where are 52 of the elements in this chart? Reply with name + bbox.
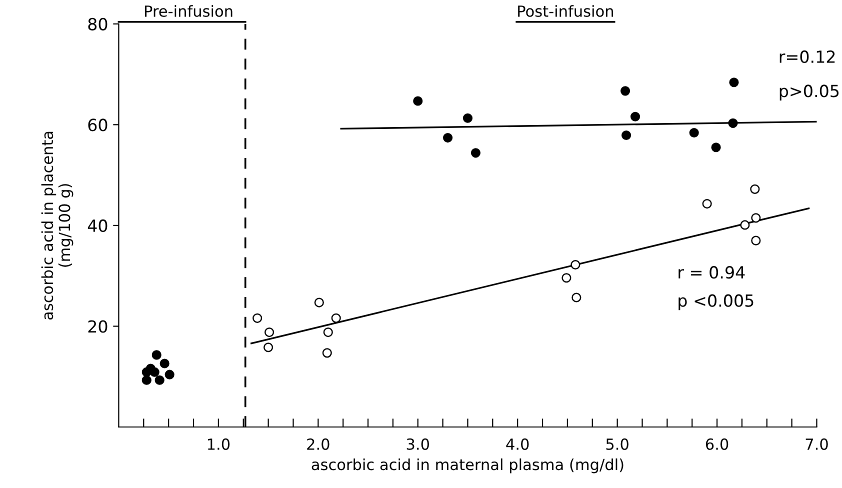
- point: [751, 236, 761, 246]
- point: [152, 350, 162, 360]
- point: [740, 220, 750, 230]
- point: [621, 130, 632, 140]
- point: [413, 96, 423, 106]
- point: [142, 367, 152, 377]
- point: [442, 132, 453, 143]
- annotation: r=0.12: [780, 50, 835, 64]
- point: [331, 313, 341, 323]
- x-axis-title: ascorbic acid in maternal plasma (mg/dl): [312, 458, 624, 474]
- point: [252, 313, 262, 323]
- point: [142, 375, 152, 385]
- point: [160, 358, 170, 368]
- point: [322, 348, 332, 358]
- point: [323, 327, 333, 338]
- point: [750, 184, 760, 194]
- point: [264, 327, 274, 338]
- y-tick-label: 40: [88, 219, 108, 232]
- text: Pre-infusion: [145, 5, 232, 17]
- point: [264, 342, 274, 352]
- point: [689, 128, 699, 138]
- point: [470, 148, 480, 158]
- annotation: r = 0.94: [678, 266, 745, 279]
- x-tick-label: 6.0: [706, 438, 728, 450]
- annotation: p>0.05: [780, 84, 839, 100]
- point: [702, 199, 712, 209]
- point: [462, 113, 473, 123]
- point: [630, 112, 640, 122]
- point: [150, 367, 160, 377]
- x-tick-label: 1.0: [208, 438, 230, 450]
- point: [164, 370, 174, 380]
- x-tick-label: 7.0: [806, 438, 828, 450]
- point: [314, 298, 324, 308]
- point: [154, 375, 164, 385]
- point: [570, 260, 580, 270]
- x-tick-label: 5.0: [606, 438, 628, 450]
- point: [572, 292, 582, 302]
- y-tick-label: 80: [88, 18, 108, 30]
- text: Post-infusion: [518, 5, 614, 17]
- y-tick-label: 60: [88, 118, 108, 132]
- x-tick-label: 4.0: [506, 438, 529, 450]
- point: [562, 273, 572, 283]
- y-axis-title: ascorbic acid in placenta (mg/100 g): [41, 132, 74, 320]
- x-tick-label: 3.0: [406, 438, 430, 450]
- annotation: p <0.005: [678, 294, 754, 310]
- y-tick-label: 20: [88, 320, 108, 333]
- point: [751, 213, 761, 223]
- point: [728, 118, 738, 128]
- point: [620, 86, 630, 96]
- x-tick-label: 2.0: [307, 438, 330, 450]
- point: [711, 142, 721, 152]
- point: [729, 78, 739, 88]
